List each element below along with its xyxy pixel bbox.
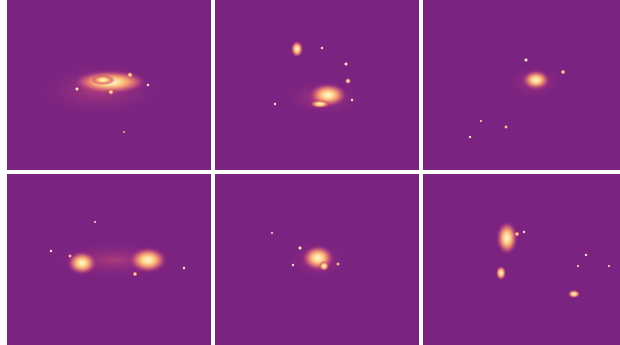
star: [561, 70, 566, 75]
star: [351, 99, 353, 101]
panel: [7, 174, 211, 345]
star: [94, 221, 96, 223]
panel: [215, 0, 419, 170]
galaxy: [130, 248, 166, 272]
star: [585, 254, 587, 256]
galaxy: [497, 222, 517, 254]
image-grid: [0, 0, 620, 345]
galaxy-core: [319, 261, 329, 271]
star: [608, 265, 610, 267]
star: [76, 88, 79, 91]
star: [469, 136, 471, 138]
star: [108, 89, 114, 95]
panel: [215, 174, 419, 345]
panel: [423, 174, 620, 345]
star: [292, 264, 294, 266]
panel-background: [423, 174, 620, 345]
star: [68, 254, 72, 258]
star: [271, 232, 273, 234]
galaxy: [523, 71, 549, 89]
star: [299, 247, 302, 250]
galaxy: [68, 252, 96, 274]
star: [504, 125, 508, 129]
panel: [423, 0, 620, 170]
star: [523, 231, 525, 233]
star: [274, 103, 276, 105]
star: [123, 131, 125, 133]
galaxy: [496, 266, 506, 280]
star: [345, 63, 348, 66]
star: [50, 250, 52, 252]
star: [336, 262, 340, 266]
star: [480, 120, 482, 122]
star: [127, 72, 133, 78]
tail: [310, 100, 330, 108]
star: [183, 267, 185, 269]
star: [321, 47, 323, 49]
panel: [7, 0, 211, 170]
galaxy: [291, 41, 303, 57]
star: [515, 232, 520, 237]
star: [345, 78, 351, 84]
galaxy: [568, 290, 580, 298]
page: {}: [0, 0, 620, 345]
star: [133, 272, 138, 277]
star: [525, 59, 528, 62]
galaxy-core: [91, 75, 115, 85]
star: [577, 265, 579, 267]
star: [147, 84, 149, 86]
